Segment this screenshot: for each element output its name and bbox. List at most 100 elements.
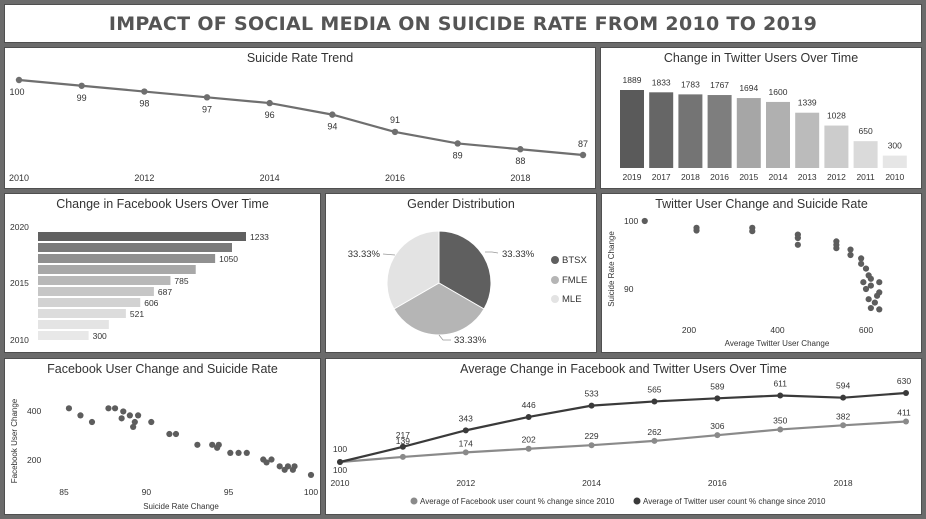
twitter-bar-value: 1833	[652, 77, 671, 87]
pie-legend-label: MLE	[562, 294, 582, 305]
facebook-scatter-y-tick: 200	[27, 455, 41, 465]
twitter-bar	[620, 90, 644, 168]
suicide-trend-title: Suicide Rate Trend	[246, 51, 354, 65]
twitter-scatter-point	[871, 299, 878, 306]
twitter-scatter-point	[641, 217, 648, 225]
avg-legend-label: Average of Facebook user count % change …	[420, 497, 615, 506]
facebook-scatter-x-tick: 95	[224, 487, 234, 497]
facebook-scatter-point	[65, 405, 73, 412]
twitter-avg-label: 533	[584, 389, 598, 399]
twitter-scatter-point	[749, 228, 756, 235]
twitter-avg-label: 343	[459, 413, 473, 423]
pie-legend-label: BTSX	[562, 255, 587, 266]
twitter-scatter-point	[858, 255, 865, 262]
twitter-bar-value: 650	[859, 126, 873, 136]
avg-tick-label: 2018	[834, 478, 853, 488]
twitter-avg-point	[337, 459, 343, 465]
facebook-scatter-point	[120, 408, 127, 415]
facebook-avg-label: 350	[773, 415, 787, 425]
twitter-scatter-point	[860, 279, 867, 286]
trend-data-label: 98	[139, 99, 149, 109]
trend-tick-label: 2014	[260, 173, 280, 183]
facebook-scatter-point	[276, 463, 283, 470]
twitter-scatter-panel[interactable]: Twitter User Change and Suicide Rate 200…	[601, 193, 922, 353]
trend-tick-label: 2016	[385, 173, 405, 183]
facebook-scatter-panel[interactable]: Facebook User Change and Suicide Rate 85…	[4, 358, 321, 515]
facebook-avg-label: 174	[459, 438, 473, 448]
facebook-scatter-point	[118, 415, 125, 422]
twitter-avg-point	[651, 398, 658, 405]
facebook-scatter-point	[166, 430, 173, 438]
twitter-scatter-point	[847, 246, 854, 253]
gender-panel[interactable]: Gender Distribution 33.33% 33.33% 33.33% BT…	[325, 193, 597, 353]
twitter-scatter-x-tick: 400	[770, 325, 784, 335]
avg-change-title: Average Change in Facebook and Twitter U…	[460, 362, 787, 376]
twitter-scatter-y-tick: 100	[624, 216, 638, 226]
pie-legend-marker	[551, 256, 559, 264]
twitter-users-panel[interactable]: Change in Twitter Users Over Time 1889 20…	[600, 47, 922, 189]
twitter-avg-label: 217	[396, 430, 410, 440]
pie-data-label: 33.33%	[348, 249, 381, 260]
facebook-scatter-point	[263, 459, 270, 466]
pie-leader-line	[485, 251, 499, 254]
twitter-avg-line	[339, 391, 907, 464]
trend-data-label: 100	[9, 87, 24, 97]
twitter-avg-point	[777, 392, 784, 399]
dashboard-title: IMPACT OF SOCIAL MEDIA ON SUICIDE RATE F…	[108, 12, 818, 35]
facebook-users-panel[interactable]: Change in Facebook Users Over Time 1233 1…	[4, 193, 321, 353]
twitter-scatter-point	[693, 227, 700, 234]
facebook-users-title: Change in Facebook Users Over Time	[56, 197, 269, 211]
facebook-avg-label: 139	[396, 436, 410, 446]
facebook-scatter-point	[289, 466, 296, 473]
facebook-avg-point	[714, 432, 721, 439]
facebook-scatter-point	[126, 412, 133, 419]
twitter-scatter-ylabel: Suicide Rate Change	[607, 231, 616, 307]
avg-legend-marker	[410, 497, 418, 505]
trend-point	[454, 140, 461, 147]
suicide-trend-panel[interactable]: Suicide Rate Trend 100 99 98 97 96 94 91 89 88 87…	[4, 47, 596, 189]
trend-point	[141, 88, 148, 95]
trend-point	[266, 99, 273, 107]
pie-data-label: 33.33%	[502, 249, 535, 260]
facebook-scatter-point	[131, 418, 138, 426]
twitter-scatter-point	[876, 306, 883, 313]
twitter-avg-point	[840, 394, 847, 401]
trend-data-label: 89	[453, 150, 463, 160]
trend-data-label: 96	[265, 110, 275, 120]
facebook-bar-value: 521	[130, 309, 144, 319]
twitter-avg-point	[399, 443, 406, 450]
trend-point	[78, 82, 85, 89]
twitter-avg-label: 589	[710, 381, 724, 391]
facebook-scatter-x-tick: 100	[304, 487, 318, 497]
twitter-avg-label: 594	[836, 381, 850, 391]
facebook-avg-label: 202	[522, 435, 536, 445]
avg-change-panel[interactable]: Average Change in Facebook and Twitter U…	[325, 358, 922, 515]
twitter-avg-label: 611	[773, 378, 787, 388]
pie-leader-line	[438, 334, 451, 341]
trend-data-label: 87	[578, 139, 588, 149]
twitter-scatter-point	[833, 245, 840, 252]
twitter-avg-label: 100	[333, 444, 347, 454]
twitter-bar-category: 2015	[739, 172, 758, 182]
facebook-bar-value: 606	[144, 298, 158, 308]
facebook-avg-label: 229	[584, 431, 598, 441]
trend-tick-label: 2012	[134, 173, 154, 183]
facebook-avg-point	[651, 437, 658, 444]
facebook-avg-label: 100	[333, 465, 347, 475]
facebook-avg-point	[462, 449, 469, 456]
facebook-bar	[38, 265, 196, 274]
twitter-bar-category: 2017	[652, 172, 671, 182]
suicide-trend-chart: 100 99 98 97 96 94 91 89 88 87 2010 2012 2014 2016 201…	[9, 76, 588, 183]
facebook-scatter-point	[307, 471, 315, 479]
facebook-scatter-point	[77, 412, 84, 419]
trend-tick-label: 2010	[9, 173, 29, 183]
trend-line	[18, 78, 584, 157]
twitter-bar-value: 1694	[739, 83, 758, 93]
facebook-avg-label: 382	[836, 411, 850, 421]
trend-data-label: 91	[390, 115, 400, 125]
twitter-scatter-chart: 200 400 600 90 100 Average Twitter User Chang…	[607, 216, 883, 348]
facebook-scatter-title: Facebook User Change and Suicide Rate	[47, 362, 278, 376]
facebook-bar	[38, 232, 246, 241]
pie-legend-marker	[551, 295, 559, 303]
